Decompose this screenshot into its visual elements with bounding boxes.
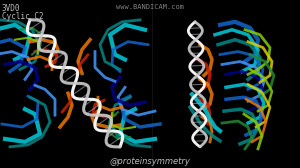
Text: @proteinsymmetry: @proteinsymmetry [110,157,190,166]
Text: www.BANDICAM.com: www.BANDICAM.com [116,4,184,10]
Text: 3VD0: 3VD0 [2,4,20,13]
Text: Cyclic C2: Cyclic C2 [2,12,44,21]
